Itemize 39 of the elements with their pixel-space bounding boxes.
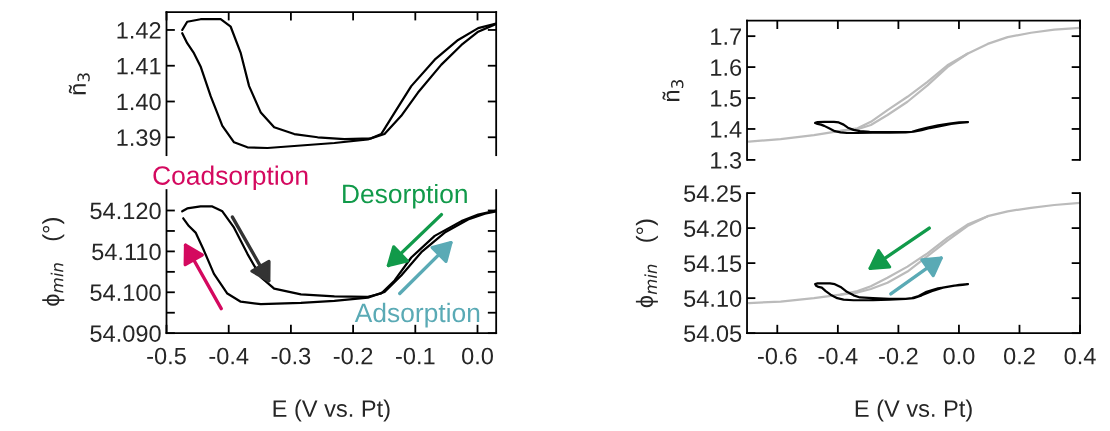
- y-tick-label: 54.25: [684, 185, 742, 202]
- y-tick-label: 1.4: [711, 121, 742, 138]
- x-tick-label: 0.0: [462, 347, 493, 365]
- y-tick-label: 54.120: [90, 202, 161, 220]
- y-tick-label: 54.100: [90, 284, 161, 302]
- x-tick-label: -0.1: [396, 347, 435, 365]
- text: ϕ$_{min}$ (°): [635, 219, 658, 308]
- x-tick-label: 0.2: [1004, 347, 1035, 365]
- x-axis-title: E (V vs. Pt): [855, 399, 972, 422]
- annotation: Adsorption: [354, 302, 480, 328]
- y-tick-label: 1.42: [117, 22, 161, 39]
- y-tick-label: 1.7: [711, 28, 741, 45]
- y-tick-label: 54.05: [684, 325, 742, 342]
- x-tick-label: -0.4: [818, 347, 858, 365]
- y-tick-label: 54.110: [92, 243, 161, 261]
- y-tick-label: 1.39: [117, 129, 161, 147]
- y-tick-label: 1.5: [711, 90, 742, 107]
- text: ϕ$_{min}$ (°): [42, 218, 65, 306]
- x-tick-label: -0.6: [758, 347, 797, 365]
- x-tick-label: 0.0: [943, 347, 975, 365]
- x-tick-label: -0.4: [209, 347, 249, 365]
- y-tick-label: 54.15: [684, 255, 742, 272]
- y-tick-label: 1.41: [117, 58, 161, 75]
- y-axis-title: ñ$_{3}$: [68, 73, 90, 95]
- y-tick-label: 1.3: [711, 151, 742, 169]
- y-tick-label: 1.6: [711, 59, 742, 76]
- y-tick-label: 54.20: [684, 220, 742, 237]
- y-axis-title: ñ$_{3}$: [662, 80, 684, 101]
- x-tick-label: -0.2: [879, 347, 918, 365]
- x-tick-label: -0.5: [147, 347, 186, 365]
- y-tick-label: 54.090: [90, 325, 161, 342]
- annotation: Coadsorption: [153, 165, 308, 191]
- x-tick-label: -0.3: [271, 347, 311, 365]
- annotation: Desorption: [343, 183, 467, 209]
- y-tick-label: 54.10: [684, 290, 742, 307]
- x-axis-title: E (V vs. Pt): [273, 399, 390, 422]
- x-tick-label: 0.4: [1064, 347, 1096, 365]
- x-tick-label: -0.2: [333, 347, 373, 365]
- y-tick-label: 1.40: [117, 93, 161, 111]
